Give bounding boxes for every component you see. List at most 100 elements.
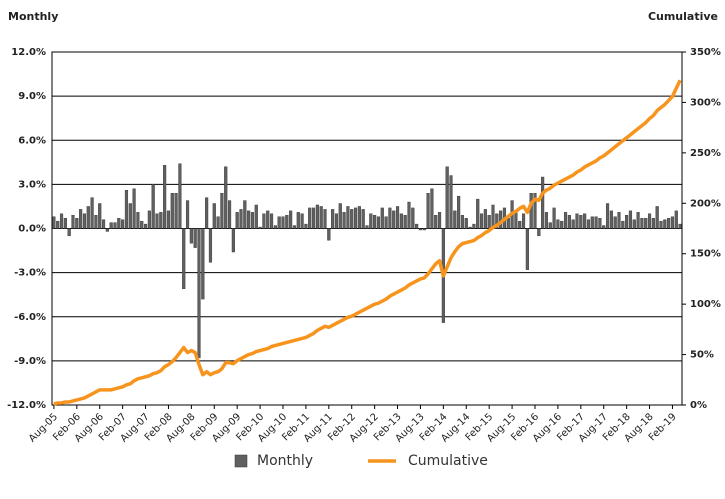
bar [651, 218, 655, 229]
bar [609, 210, 613, 229]
bar [678, 223, 682, 229]
bar [182, 228, 186, 290]
bar [621, 220, 625, 229]
bar [216, 216, 220, 229]
bar [644, 218, 648, 229]
bar [342, 212, 346, 229]
bar [121, 219, 125, 229]
bar [189, 228, 193, 244]
bar [296, 212, 300, 229]
bar [105, 228, 109, 232]
bar [170, 192, 174, 229]
bar [124, 190, 129, 229]
bar [479, 213, 484, 229]
bar [556, 219, 560, 229]
y2-tick-label: 150% [690, 249, 721, 260]
bar [674, 210, 678, 229]
bar [231, 228, 235, 253]
bar [67, 228, 71, 237]
bar [594, 216, 598, 229]
bar [418, 228, 423, 231]
bar [399, 213, 403, 229]
bar [193, 228, 197, 248]
y-tick-label: 3.0% [18, 179, 46, 190]
bar [663, 219, 667, 229]
bar [384, 216, 388, 229]
bar [220, 192, 224, 229]
bar [659, 220, 663, 229]
bar [109, 222, 113, 229]
bar [430, 188, 434, 229]
bar [269, 213, 274, 229]
bar [422, 228, 426, 231]
bar [140, 220, 144, 229]
bar [250, 212, 255, 229]
bar [128, 203, 132, 229]
bar [602, 225, 606, 229]
bar [178, 163, 182, 229]
bar [98, 203, 102, 229]
y2-axis-title: Cumulative [648, 10, 718, 23]
bar [90, 197, 94, 229]
y-tick-label: -12.0% [7, 400, 46, 411]
bar [266, 210, 270, 229]
bar [586, 219, 591, 229]
bar [617, 212, 621, 229]
y2-tick-label: 100% [690, 299, 721, 310]
bar [552, 207, 556, 229]
bar [212, 203, 216, 229]
bar [285, 215, 289, 229]
bar [514, 212, 518, 229]
bar [113, 222, 117, 229]
bar [369, 213, 373, 229]
bar [380, 207, 384, 229]
bar [235, 212, 239, 229]
bar [353, 207, 358, 229]
bar [395, 206, 400, 229]
bar [548, 222, 552, 229]
bar [426, 192, 430, 229]
bar [628, 210, 633, 229]
bar [476, 198, 480, 229]
bar [147, 210, 151, 229]
bar [94, 215, 98, 229]
bar [319, 206, 323, 229]
legend-label: Monthly [257, 453, 313, 469]
bar [640, 218, 644, 229]
bar [136, 212, 140, 229]
bar [166, 210, 171, 229]
bar [334, 213, 339, 229]
bar [346, 206, 350, 229]
bar [308, 207, 312, 229]
y2-tick-label: 50% [690, 350, 714, 361]
y-tick-label: 9.0% [18, 91, 46, 102]
bar [434, 215, 438, 229]
bar [79, 209, 83, 229]
bar [254, 204, 258, 229]
bar [208, 228, 213, 263]
legend-label: Cumulative [408, 453, 488, 469]
bar [445, 166, 449, 229]
line [53, 79, 682, 406]
bar [613, 216, 617, 229]
bar [460, 215, 465, 229]
bar [537, 228, 541, 237]
bar [376, 216, 381, 229]
bar [472, 223, 476, 229]
y-axis-title: Monthly [8, 10, 58, 23]
bar [541, 176, 545, 229]
y-tick-label: 6.0% [18, 135, 46, 146]
bar [247, 210, 251, 229]
bar [132, 188, 136, 229]
y-tick-label: 0.0% [18, 224, 46, 235]
bar [449, 175, 453, 229]
bar [468, 226, 472, 229]
bar [151, 184, 155, 229]
y2-tick-label: 350% [690, 47, 721, 58]
bar [357, 206, 361, 229]
bar [82, 213, 87, 229]
bar [311, 207, 316, 229]
bar [491, 204, 495, 229]
bar [201, 228, 205, 300]
